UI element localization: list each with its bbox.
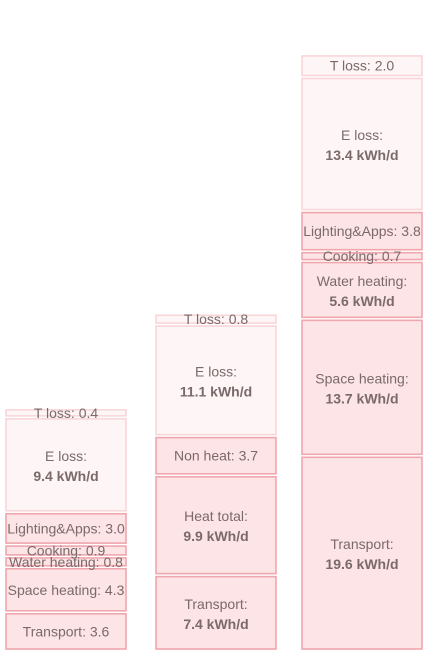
column-1: Transport: 3.6 Space heating: 4.3 Water he…: [5, 405, 127, 650]
block-label-e-loss: E loss:: [195, 363, 237, 379]
column-3: Transport: 19.6 kWh/d Space heating: 13.7 k…: [301, 55, 423, 650]
block-label-t-loss: T loss: 0.8: [184, 311, 249, 327]
block-t-loss: [155, 314, 277, 324]
block-transport: [5, 612, 127, 650]
block-t-loss: [301, 55, 423, 77]
block-non-heat: [155, 436, 277, 475]
block-label-heat-total: Heat total:: [184, 508, 248, 524]
block-label-cooking: Cooking: 0.7: [323, 248, 402, 264]
block-label-t-loss: T loss: 2.0: [330, 58, 395, 74]
block-e-loss: [155, 325, 277, 436]
block-value-e-loss: 13.4 kWh/d: [325, 147, 398, 163]
block-lighting-apps: [5, 512, 127, 544]
block-label-e-loss: E loss:: [45, 448, 87, 464]
block-label-space-heating: Space heating: 4.3: [8, 582, 125, 598]
block-value-transport: 7.4 kWh/d: [183, 616, 248, 632]
block-transport: [301, 456, 423, 650]
block-label-non-heat: Non heat: 3.7: [174, 448, 258, 464]
block-value-transport: 19.6 kWh/d: [325, 556, 398, 572]
block-water-heating: [5, 557, 127, 567]
block-space-heating: [5, 567, 127, 612]
block-e-loss: [301, 77, 423, 211]
block-water-heating: [301, 261, 423, 319]
block-value-e-loss: 11.1 kWh/d: [180, 383, 252, 399]
block-label-transport: Transport:: [184, 596, 247, 612]
block-label-t-loss: T loss: 0.4: [34, 405, 99, 421]
block-label-lighting-apps: Lighting&Apps: 3.0: [7, 520, 125, 536]
block-value-water-heating: 5.6 kWh/d: [329, 293, 394, 309]
column-2: Transport: 7.4 kWh/d Heat total: 9.9 kWh/d N…: [155, 311, 277, 650]
block-heat-total: [155, 476, 277, 575]
block-label-water-heating: Water heating: 0.8: [9, 554, 123, 570]
block-label-lighting-apps: Lighting&Apps: 3.8: [303, 223, 421, 239]
block-label-transport: Transport: 3.6: [23, 623, 110, 639]
block-space-heating: [301, 319, 423, 456]
block-label-cooking: Cooking: 0.9: [27, 543, 106, 559]
block-t-loss: [5, 409, 127, 417]
block-label-space-heating: Space heating:: [315, 370, 408, 386]
block-cooking: [5, 545, 127, 556]
block-cooking: [301, 251, 423, 261]
block-value-e-loss: 9.4 kWh/d: [33, 468, 98, 484]
block-label-transport: Transport:: [330, 536, 393, 552]
block-transport: [155, 575, 277, 650]
block-lighting-apps: [301, 211, 423, 251]
block-label-e-loss: E loss:: [341, 127, 383, 143]
block-value-heat-total: 9.9 kWh/d: [183, 528, 248, 544]
block-value-space-heating: 13.7 kWh/d: [325, 390, 398, 406]
block-e-loss: [5, 418, 127, 512]
block-label-water-heating: Water heating:: [317, 273, 408, 289]
